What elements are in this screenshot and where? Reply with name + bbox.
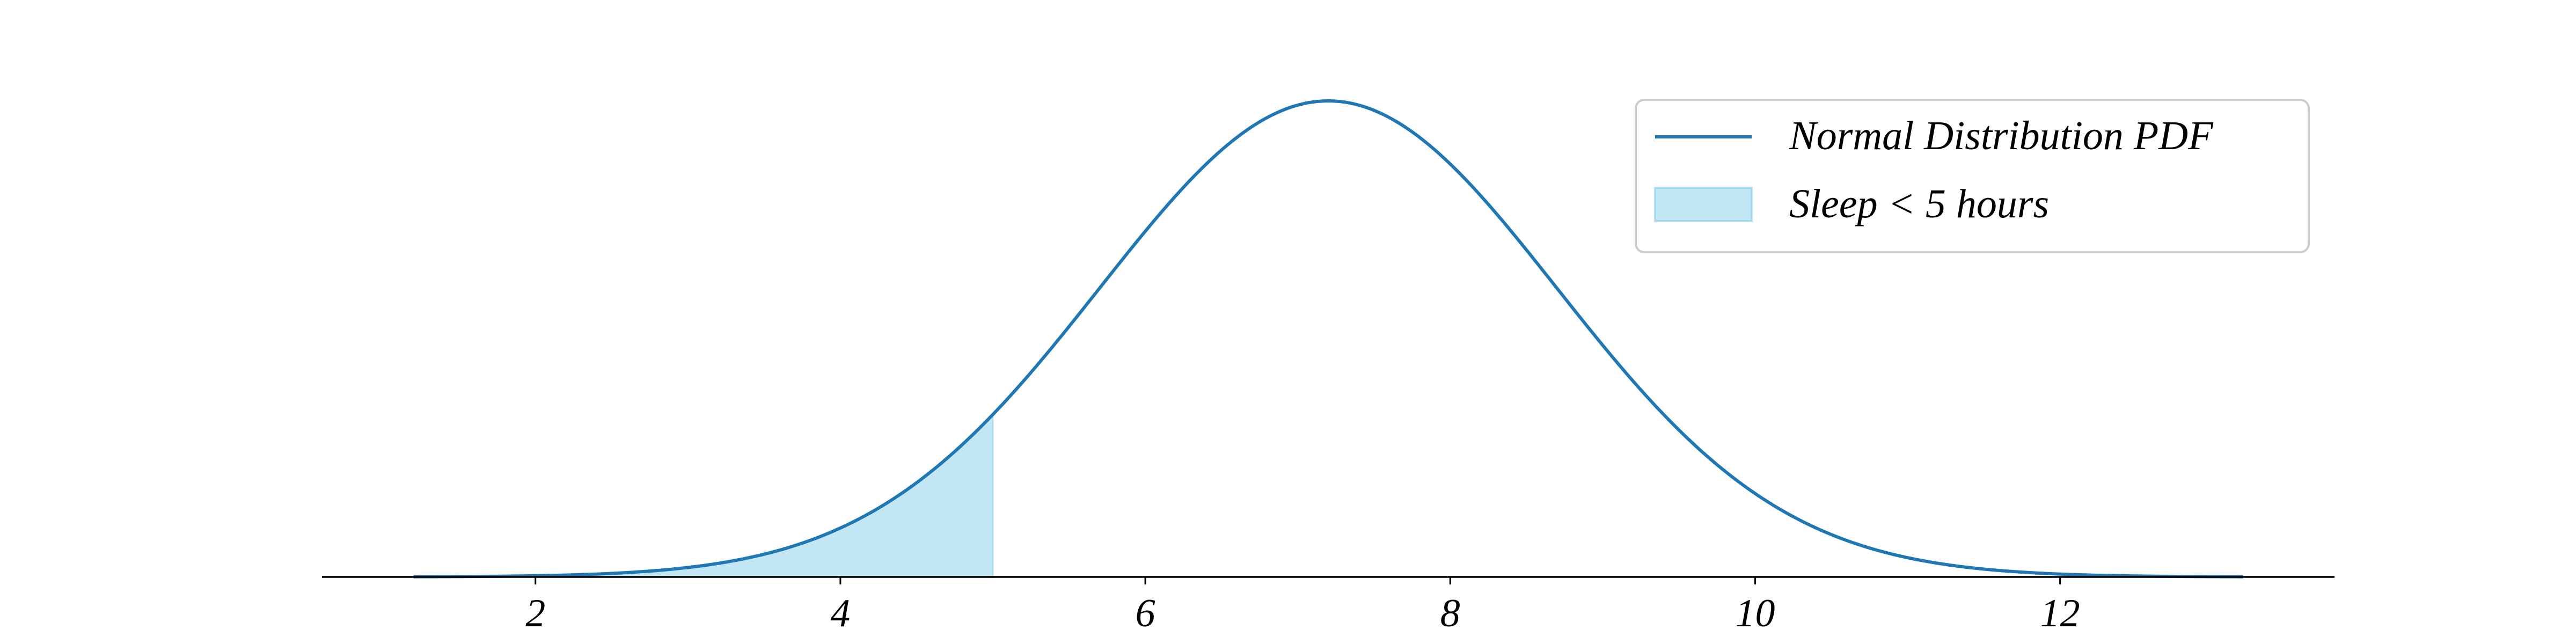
- legend-fill-swatch: [1654, 187, 1753, 222]
- plot-area: 2 4 6 8 10 12: [322, 99, 2334, 635]
- pdf-curve: [413, 99, 2243, 579]
- shaded-region-sleep-under-5: [412, 412, 994, 578]
- legend-label-pdf: Normal Distribution PDF: [1789, 113, 2214, 158]
- x-tick-label: 6: [1136, 591, 1155, 635]
- legend-label-sleep: Sleep < 5 hours: [1789, 181, 2049, 226]
- legend: Normal Distribution PDF Sleep < 5 hours: [1635, 99, 2310, 253]
- x-tick-label: 2: [525, 591, 545, 635]
- x-tick-label: 10: [1735, 591, 1775, 635]
- x-tick-label: 8: [1440, 591, 1460, 635]
- x-tick-label: 4: [830, 591, 850, 635]
- x-tick-label: 12: [2040, 591, 2080, 635]
- x-axis-ticks: 2 4 6 8 10 12: [525, 577, 2080, 635]
- legend-frame: [1635, 99, 2310, 253]
